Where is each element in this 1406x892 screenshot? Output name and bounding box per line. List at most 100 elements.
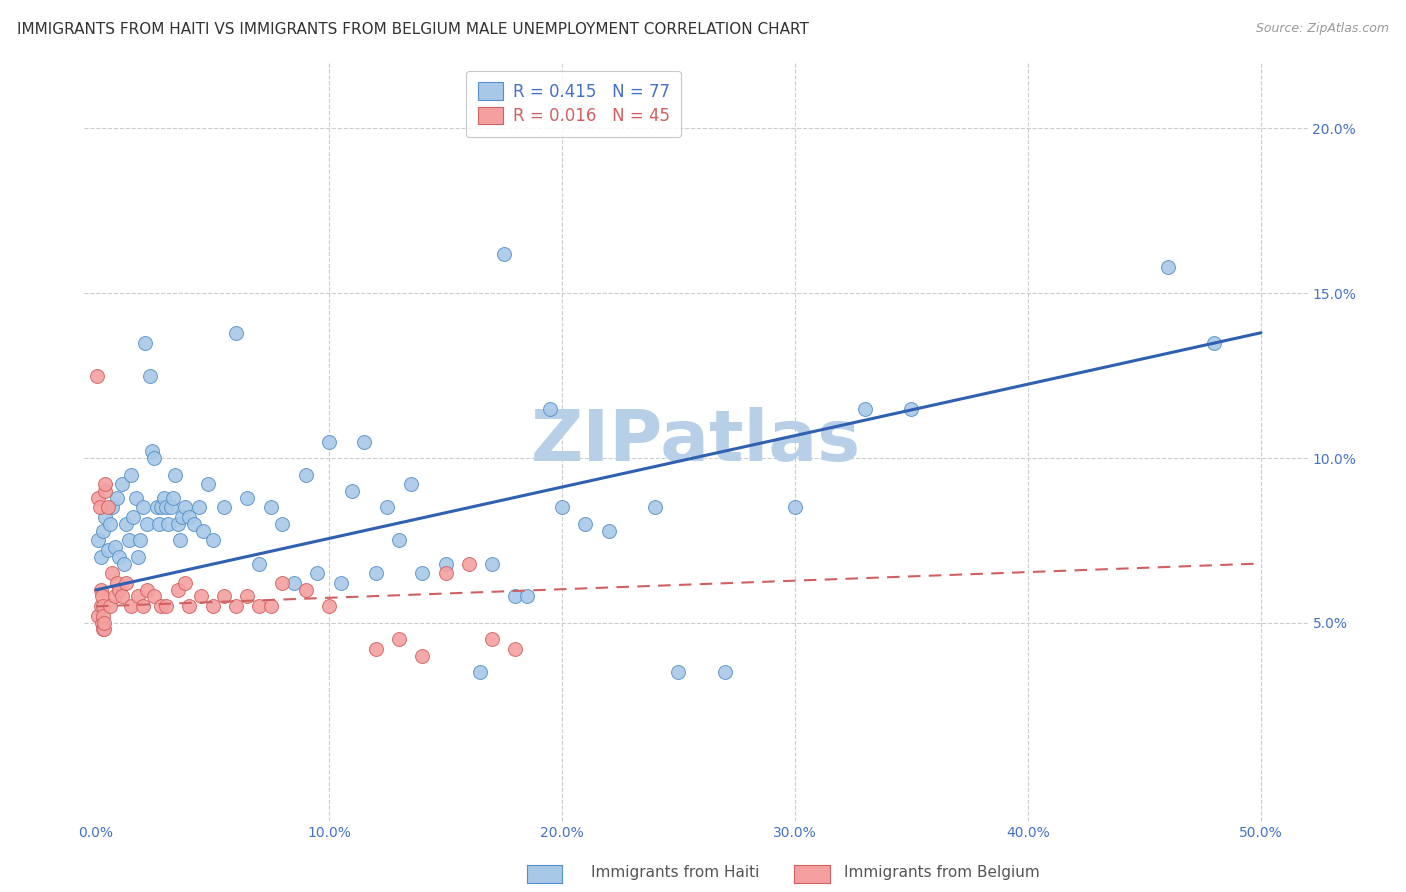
Point	[179, 599, 201, 614]
Point	[225, 599, 247, 614]
Point	[294, 467, 316, 482]
Point	[353, 434, 375, 449]
Point	[165, 467, 187, 482]
Point	[150, 500, 173, 515]
Point	[283, 576, 305, 591]
Point	[98, 599, 121, 614]
Point	[172, 510, 194, 524]
Point	[97, 543, 120, 558]
Point	[470, 665, 492, 680]
Point	[129, 533, 152, 548]
Point	[201, 599, 224, 614]
Point	[271, 516, 294, 531]
Point	[93, 623, 115, 637]
Point	[190, 590, 212, 604]
Point	[197, 477, 219, 491]
Point	[90, 582, 112, 597]
Point	[136, 516, 159, 531]
Point	[212, 500, 235, 515]
Point	[388, 533, 411, 548]
Text: IMMIGRANTS FROM HAITI VS IMMIGRANTS FROM BELGIUM MALE UNEMPLOYMENT CORRELATION C: IMMIGRANTS FROM HAITI VS IMMIGRANTS FROM…	[17, 22, 808, 37]
Point	[143, 450, 166, 465]
Point	[783, 500, 806, 515]
Point	[89, 500, 111, 515]
Point	[143, 590, 166, 604]
Point	[111, 477, 134, 491]
Point	[101, 500, 124, 515]
Point	[112, 557, 135, 571]
Legend: R = 0.415   N = 77, R = 0.016   N = 45: R = 0.415 N = 77, R = 0.016 N = 45	[465, 70, 682, 137]
Point	[411, 648, 433, 663]
Point	[94, 477, 117, 491]
Point	[481, 632, 503, 647]
Point	[364, 642, 387, 657]
Point	[115, 516, 138, 531]
Point	[294, 582, 316, 597]
Point	[150, 599, 173, 614]
Point	[900, 401, 922, 416]
Point	[108, 549, 131, 564]
Point	[388, 632, 411, 647]
Point	[212, 590, 235, 604]
Point	[516, 590, 538, 604]
Point	[574, 516, 596, 531]
Point	[307, 566, 329, 581]
Point	[108, 582, 131, 597]
Point	[551, 500, 574, 515]
Point	[111, 590, 134, 604]
Point	[364, 566, 387, 581]
Point	[86, 368, 108, 383]
Point	[105, 576, 128, 591]
Point	[271, 576, 294, 591]
Point	[145, 500, 167, 515]
Point	[481, 557, 503, 571]
Point	[152, 491, 174, 505]
Point	[457, 557, 479, 571]
Point	[157, 516, 180, 531]
Point	[138, 368, 160, 383]
Point	[98, 516, 121, 531]
Point	[117, 533, 139, 548]
Point	[120, 467, 142, 482]
Point	[173, 500, 195, 515]
Point	[342, 483, 364, 498]
Point	[434, 557, 457, 571]
Point	[505, 590, 527, 604]
Point	[134, 335, 156, 350]
Text: Source: ZipAtlas.com: Source: ZipAtlas.com	[1256, 22, 1389, 36]
Point	[179, 510, 201, 524]
Point	[122, 510, 145, 524]
Point	[225, 326, 247, 340]
Point	[714, 665, 737, 680]
Point	[169, 533, 191, 548]
Point	[538, 401, 561, 416]
Point	[155, 599, 177, 614]
Point	[93, 615, 115, 630]
Point	[644, 500, 666, 515]
Point	[183, 516, 205, 531]
Point	[193, 524, 215, 538]
Point	[598, 524, 620, 538]
Point	[94, 483, 117, 498]
Point	[166, 516, 188, 531]
Point	[87, 533, 110, 548]
Point	[247, 599, 270, 614]
Point	[104, 590, 127, 604]
Point	[434, 566, 457, 581]
Point	[97, 500, 120, 515]
Point	[91, 524, 114, 538]
Point	[201, 533, 224, 548]
Point	[87, 609, 110, 624]
Point	[236, 590, 259, 604]
Point	[131, 500, 153, 515]
Point	[90, 615, 112, 630]
Point	[91, 609, 114, 624]
Point	[90, 590, 112, 604]
Point	[173, 576, 195, 591]
Point	[668, 665, 690, 680]
Point	[411, 566, 433, 581]
Point	[127, 549, 149, 564]
Point	[187, 500, 209, 515]
Point	[1204, 335, 1226, 350]
Text: ZIPatlas: ZIPatlas	[531, 407, 860, 476]
